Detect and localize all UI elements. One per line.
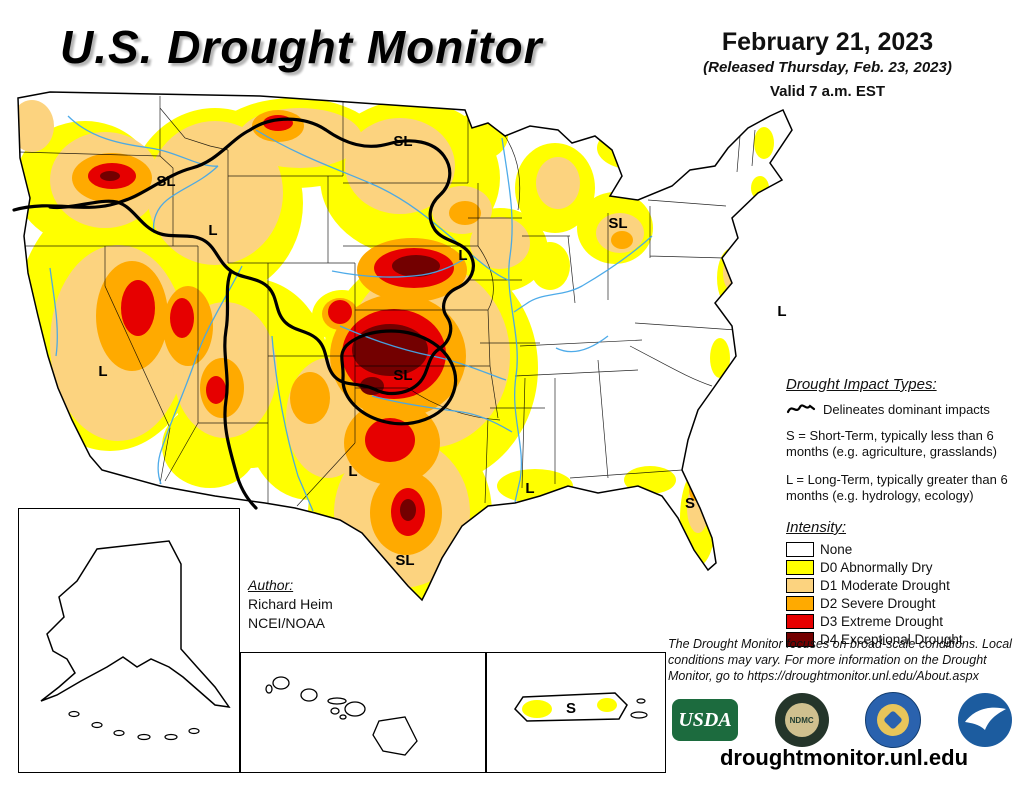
- intensity-heading: Intensity:: [786, 519, 847, 536]
- squiggle-line-icon: [786, 404, 816, 414]
- commerce-seal-emblem: [877, 704, 910, 736]
- map-label-florida: S: [685, 495, 695, 512]
- hawaii-islands: [265, 676, 418, 756]
- alaska-inset: [18, 508, 240, 773]
- hawaii-map: [265, 676, 418, 756]
- author-name: Richard Heim: [248, 595, 333, 612]
- puerto-rico-small-islands: [630, 698, 648, 719]
- aleutian-islands: [68, 710, 200, 741]
- legend-swatch-none: [786, 542, 814, 557]
- legend-row-d3: D3 Extreme Drought: [786, 614, 1018, 629]
- ndmc-logo-text: NDMC: [784, 703, 819, 737]
- released-date: (Released Thursday, Feb. 23, 2023): [703, 59, 952, 76]
- website-url: droughtmonitor.unl.edu: [719, 745, 969, 770]
- map-label-nevada: L: [98, 363, 107, 380]
- usda-logo: USDA: [672, 699, 738, 741]
- map-label-nebraska: L: [458, 247, 467, 264]
- map-label-montana: SL: [156, 173, 175, 190]
- map-label-south-texas: SL: [395, 552, 414, 569]
- delineates-label: Delineates dominant impacts: [823, 401, 990, 417]
- legend-swatch-d1: [786, 578, 814, 593]
- legend-label-none: None: [820, 542, 853, 557]
- map-label-texas: L: [348, 463, 357, 480]
- conus-map: SL SL L SL L L SL L SL L S L: [12, 91, 793, 602]
- alaska-map: [40, 540, 231, 741]
- alaska-outline: [40, 540, 231, 708]
- map-label-kansas: SL: [393, 367, 412, 384]
- commerce-seal-logo: [865, 692, 922, 748]
- legend-swatch-d2: [786, 596, 814, 611]
- legend-label-d1: D1 Moderate Drought: [820, 578, 950, 593]
- date-block: February 21, 2023 (Released Thursday, Fe…: [645, 28, 1010, 100]
- legend-panel: Drought Impact Types: Delineates dominan…: [786, 376, 1018, 650]
- long-term-definition: L = Long-Term, typically greater than 6 …: [786, 471, 1008, 503]
- map-date: February 21, 2023: [721, 28, 934, 56]
- map-label-michigan: SL: [608, 215, 627, 232]
- agency-logos: USDA NDMC: [672, 692, 1012, 748]
- map-label-northeast: L: [777, 303, 786, 320]
- puerto-rico-d0-areas: [522, 698, 617, 718]
- map-label-louisiana: L: [525, 480, 534, 497]
- intensity-legend: None D0 Abnormally Dry D1 Moderate Droug…: [786, 542, 1018, 647]
- noaa-logo: [957, 693, 1012, 747]
- impact-delineation-lines: [12, 117, 475, 510]
- legend-row-d0: D0 Abnormally Dry: [786, 560, 1018, 575]
- rivers: [49, 115, 653, 512]
- page-title: U.S. Drought Monitor: [60, 21, 543, 73]
- legend-row-d2: D2 Severe Drought: [786, 596, 1018, 611]
- author-label: Author:: [248, 577, 294, 593]
- legend-swatch-d3: [786, 614, 814, 629]
- legend-label-d2: D2 Severe Drought: [820, 596, 936, 611]
- disclaimer-text: The Drought Monitor focuses on broad-sca…: [668, 637, 1012, 683]
- legend-row-d4: D4 Exceptional Drought: [786, 632, 1018, 647]
- legend-label-d0: D0 Abnormally Dry: [820, 560, 933, 575]
- map-label-idaho: L: [208, 222, 217, 239]
- puerto-rico-impact-label: S: [566, 700, 576, 717]
- author-org: NCEI/NOAA: [248, 614, 326, 631]
- author-block: Author: Richard Heim NCEI/NOAA: [248, 576, 333, 633]
- impact-types-heading: Drought Impact Types:: [786, 376, 937, 393]
- legend-row-d1: D1 Moderate Drought: [786, 578, 1018, 593]
- legend-swatch-d4: [786, 632, 814, 647]
- map-label-north-plains: SL: [393, 133, 412, 150]
- legend-label-d3: D3 Extreme Drought: [820, 614, 944, 629]
- valid-time: Valid 7 a.m. EST: [769, 83, 886, 100]
- puerto-rico-inset: S: [486, 652, 666, 773]
- ndmc-logo: NDMC: [774, 693, 829, 747]
- short-term-definition: S = Short-Term, typically less than 6 mo…: [786, 428, 997, 460]
- noaa-bird-icon: [964, 707, 1006, 730]
- puerto-rico-map: S: [514, 692, 648, 722]
- impact-area-labels: SL SL L SL L L SL L SL L S L: [98, 133, 786, 569]
- legend-swatch-d0: [786, 560, 814, 575]
- usda-logo-text: USDA: [678, 708, 732, 731]
- us-outline: [17, 91, 793, 602]
- legend-row-none: None: [786, 542, 1018, 557]
- legend-label-d4: D4 Exceptional Drought: [820, 632, 963, 647]
- hawaii-inset: [240, 652, 486, 773]
- delineates-row: Delineates dominant impacts: [786, 401, 1018, 417]
